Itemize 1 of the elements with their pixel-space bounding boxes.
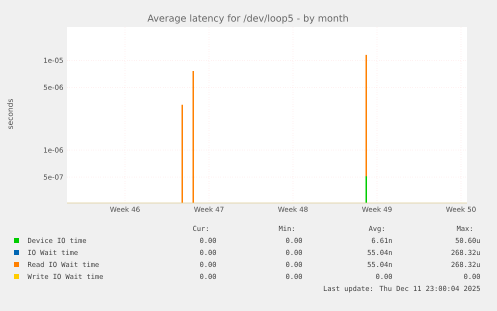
chart-title: Average latency for /dev/loop5 - by month xyxy=(147,14,348,24)
